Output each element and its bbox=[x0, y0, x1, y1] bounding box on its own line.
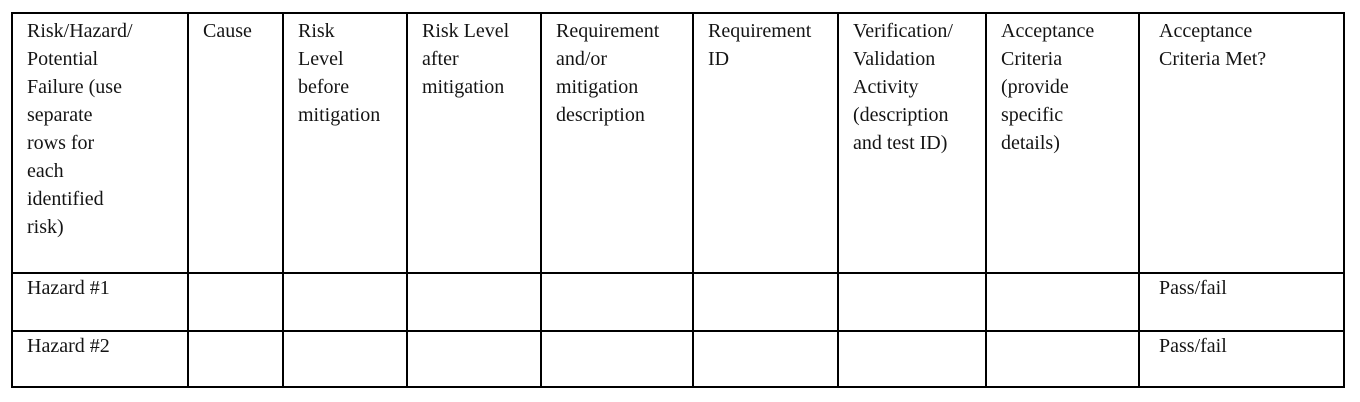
cell-hazard-1-acceptance-criteria bbox=[985, 272, 1140, 332]
risk-hazard-table: Risk/Hazard/ Potential Failure (use sepa… bbox=[11, 12, 1345, 388]
column-header-risk-level-after-mitigation: Risk Level after mitigation bbox=[406, 12, 542, 274]
cell-hazard-2-cause bbox=[187, 330, 284, 388]
cell-hazard-2-risk-level-before bbox=[282, 330, 408, 388]
column-header-acceptance-criteria-met: Acceptance Criteria Met? bbox=[1138, 12, 1345, 274]
cell-hazard-2-name: Hazard #2 bbox=[11, 330, 189, 388]
cell-hazard-2-risk-level-after bbox=[406, 330, 542, 388]
column-header-requirement-id: Requirement ID bbox=[692, 12, 839, 274]
column-header-verification-validation-activity: Verification/ Validation Activity (descr… bbox=[837, 12, 987, 274]
column-header-risk-level-before-mitigation: Risk Level before mitigation bbox=[282, 12, 408, 274]
cell-hazard-1-cause bbox=[187, 272, 284, 332]
cell-hazard-1-acceptance-criteria-met: Pass/fail bbox=[1138, 272, 1345, 332]
cell-hazard-2-requirement-mitigation bbox=[540, 330, 694, 388]
cell-hazard-2-requirement-id bbox=[692, 330, 839, 388]
table-row-hazard-2: Hazard #2 Pass/fail bbox=[11, 330, 1345, 388]
cell-hazard-1-requirement-id bbox=[692, 272, 839, 332]
cell-hazard-1-verification-activity bbox=[837, 272, 987, 332]
table-row-hazard-1: Hazard #1 Pass/fail bbox=[11, 272, 1345, 332]
table-header-row: Risk/Hazard/ Potential Failure (use sepa… bbox=[11, 12, 1345, 274]
cell-hazard-2-verification-activity bbox=[837, 330, 987, 388]
cell-hazard-1-name: Hazard #1 bbox=[11, 272, 189, 332]
cell-hazard-1-requirement-mitigation bbox=[540, 272, 694, 332]
column-header-requirement-mitigation-description: Requirement and/or mitigation descriptio… bbox=[540, 12, 694, 274]
cell-hazard-1-risk-level-after bbox=[406, 272, 542, 332]
cell-hazard-1-risk-level-before bbox=[282, 272, 408, 332]
cell-hazard-2-acceptance-criteria bbox=[985, 330, 1140, 388]
column-header-acceptance-criteria: Acceptance Criteria (provide specific de… bbox=[985, 12, 1140, 274]
cell-hazard-2-acceptance-criteria-met: Pass/fail bbox=[1138, 330, 1345, 388]
column-header-risk-hazard-potential-failure: Risk/Hazard/ Potential Failure (use sepa… bbox=[11, 12, 189, 274]
column-header-cause: Cause bbox=[187, 12, 284, 274]
